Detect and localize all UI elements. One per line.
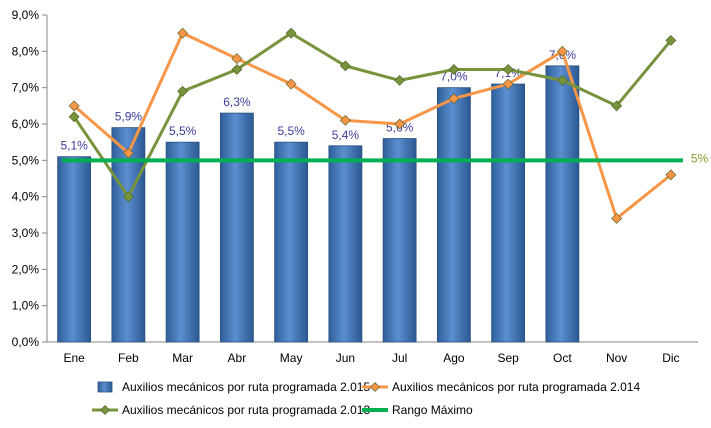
x-tick-label: Ago	[443, 351, 465, 365]
y-tick-label: 9,0%	[12, 8, 40, 22]
series-marker	[285, 78, 297, 90]
series-marker	[665, 169, 677, 181]
x-tick-label: Oct	[553, 351, 572, 365]
series-marker	[448, 64, 460, 75]
x-tick-label: Dic	[662, 351, 679, 365]
legend: Auxilios mecánicos por ruta programada 2…	[92, 380, 640, 417]
y-tick-label: 8,0%	[12, 44, 40, 58]
x-tick-label: Nov	[606, 351, 627, 365]
y-tick-label: 5,0%	[12, 153, 40, 167]
series-marker	[339, 114, 351, 126]
y-tick-label: 6,0%	[12, 117, 40, 131]
y-tick-label: 7,0%	[12, 81, 40, 95]
legend-marker	[100, 405, 110, 415]
max-label: 5%	[691, 151, 709, 165]
series-line	[73, 31, 672, 220]
series-marker	[231, 53, 243, 65]
y-tick-label: 0,0%	[12, 335, 40, 349]
bar	[491, 83, 526, 343]
series-marker	[122, 191, 134, 203]
max-range-label: 5%	[691, 151, 709, 165]
bar	[274, 141, 309, 343]
bar-data-label: 5,9%	[115, 110, 143, 124]
series-marker	[177, 27, 189, 39]
series-marker	[611, 213, 623, 224]
x-tick-label: Ene	[63, 351, 85, 365]
series-marker	[231, 64, 243, 75]
y-tick-label: 3,0%	[12, 226, 40, 240]
lines	[62, 27, 683, 224]
bar	[436, 87, 471, 343]
y-axis: 0,0% 1,0% 2,0% 3,0% 4,0% 5,0% 6,0% 7,0% 8,0% 9,0%	[12, 8, 48, 349]
bar-data-label: 5,5%	[169, 124, 197, 138]
x-tick-label: Abr	[228, 351, 247, 365]
series-marker	[502, 78, 514, 90]
x-tick-label: May	[280, 351, 303, 365]
series-marker	[177, 85, 189, 97]
x-tick-label: Feb	[118, 351, 139, 365]
x-axis: Ene Feb Mar Abr May Jun Jul Ago Sep Oct Nov Dic	[47, 341, 698, 365]
series-marker	[556, 74, 568, 86]
bars	[57, 65, 580, 343]
legend-label: Auxilios mecánicos por ruta programada 2…	[122, 403, 370, 417]
legend-swatch	[97, 381, 113, 393]
legend-label: Auxilios mecánicos por ruta programada 2…	[392, 380, 640, 394]
legend-label: Auxilios mecánicos por ruta programada 2…	[122, 380, 370, 394]
bar	[165, 141, 200, 343]
bar-data-label: 5,5%	[277, 124, 305, 138]
bar-data-label: 6,3%	[223, 95, 251, 109]
y-tick-label: 4,0%	[12, 190, 40, 204]
series-marker	[665, 35, 677, 46]
x-tick-label: Jun	[336, 351, 355, 365]
x-tick-label: Sep	[497, 351, 519, 365]
series-marker	[448, 93, 460, 104]
bar	[111, 127, 146, 343]
bar-data-label: 7,0%	[440, 70, 468, 84]
x-tick-label: Jul	[392, 351, 407, 365]
series-marker	[122, 147, 134, 159]
series-marker	[68, 111, 80, 123]
bar-data-label: 5,4%	[332, 128, 360, 142]
series-marker	[68, 100, 80, 112]
bar	[219, 112, 254, 343]
bar-data-label: 5,1%	[60, 139, 88, 153]
series-line	[72, 31, 673, 199]
bar	[57, 156, 92, 343]
series-marker	[394, 118, 406, 130]
legend-marker	[370, 382, 380, 392]
series-marker	[556, 45, 568, 57]
series-marker	[285, 27, 297, 39]
bar	[328, 145, 363, 343]
series-marker	[339, 60, 351, 72]
bar	[382, 138, 417, 343]
series-marker	[611, 100, 623, 112]
series-marker	[502, 64, 514, 75]
y-tick-label: 1,0%	[12, 299, 40, 313]
x-tick-label: Mar	[172, 351, 193, 365]
bar	[545, 65, 580, 343]
series-marker	[394, 74, 406, 86]
y-tick-label: 2,0%	[12, 262, 40, 276]
legend-label: Rango Máximo	[392, 403, 473, 417]
